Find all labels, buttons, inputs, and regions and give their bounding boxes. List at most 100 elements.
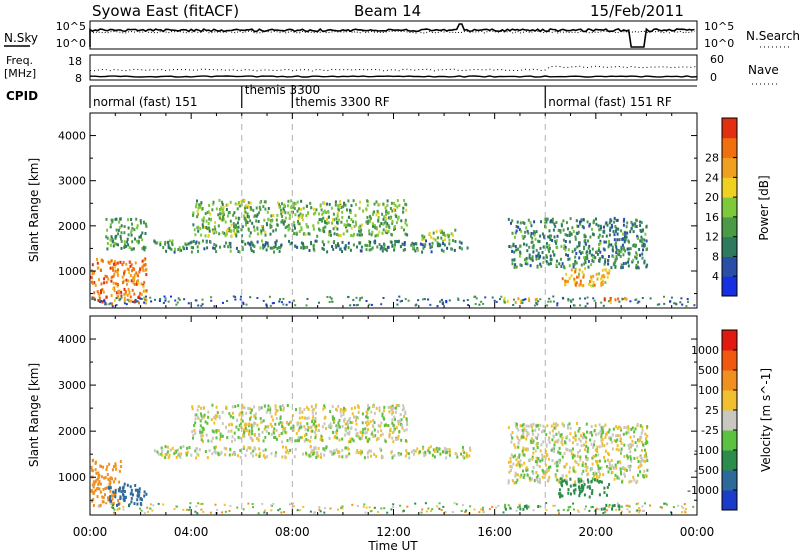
data-cell [559, 230, 562, 234]
data-cell [241, 419, 244, 423]
data-cell [557, 509, 560, 512]
data-cell [589, 280, 592, 283]
data-cell [613, 466, 616, 470]
data-cell [516, 422, 518, 426]
data-cell [245, 429, 248, 433]
data-cell [630, 479, 633, 483]
data-cell [500, 295, 503, 298]
data-cell [249, 296, 252, 299]
data-cell [561, 436, 564, 440]
data-cell [372, 212, 374, 216]
data-cell [197, 225, 200, 229]
data-cell [175, 449, 178, 453]
data-cell [594, 256, 597, 260]
data-cell [243, 423, 246, 427]
data-cell [303, 439, 306, 443]
data-cell [624, 468, 627, 472]
data-cell [137, 296, 140, 299]
data-cell [358, 229, 361, 233]
data-cell [445, 456, 448, 460]
data-cell [539, 234, 542, 238]
data-cell [314, 417, 317, 420]
data-cell [367, 422, 370, 426]
data-cell [325, 427, 327, 431]
data-cell [312, 207, 315, 211]
data-cell [563, 266, 566, 270]
data-cell [576, 245, 579, 249]
data-cell [281, 431, 284, 435]
data-cell [92, 485, 95, 489]
data-cell [464, 511, 467, 513]
data-cell [107, 477, 110, 481]
data-cell [343, 223, 346, 227]
data-cell [328, 301, 331, 303]
data-cell [105, 235, 108, 239]
data-cell [545, 502, 548, 505]
data-cell [261, 239, 263, 243]
data-cell [283, 511, 286, 513]
data-cell [130, 299, 133, 303]
data-cell [597, 453, 600, 457]
data-cell [114, 477, 117, 481]
data-cell [362, 505, 365, 508]
data-cell [552, 447, 555, 451]
data-cell [562, 424, 565, 428]
data-cell [400, 438, 403, 442]
data-cell [544, 471, 547, 475]
data-cell [382, 228, 385, 232]
data-cell [249, 219, 252, 223]
data-cell [404, 202, 407, 206]
data-cell [341, 240, 344, 244]
data-cell [348, 430, 351, 434]
data-cell [555, 221, 558, 224]
data-cell [499, 298, 501, 301]
data-cell [552, 422, 555, 426]
data-cell [137, 241, 140, 245]
data-cell [509, 460, 512, 464]
data-cell [579, 449, 581, 453]
data-cell [296, 209, 299, 213]
data-cell [413, 452, 415, 456]
data-cell [429, 246, 432, 250]
data-cell [264, 425, 267, 429]
data-cell [347, 241, 350, 245]
data-cell [408, 456, 411, 460]
data-cell [102, 290, 105, 294]
data-cell [196, 512, 199, 515]
data-cell [334, 200, 337, 204]
data-cell [556, 246, 559, 250]
data-cell [386, 249, 389, 253]
data-cell [495, 300, 498, 303]
data-cell [524, 448, 527, 452]
data-cell [240, 228, 243, 232]
data-cell [194, 205, 197, 209]
data-cell [608, 243, 611, 247]
data-cell [314, 411, 317, 415]
data-cell [280, 212, 283, 216]
data-cell [507, 479, 510, 483]
data-cell [558, 461, 561, 464]
data-cell [369, 510, 372, 513]
data-cell [165, 249, 168, 253]
data-cell [257, 427, 260, 431]
data-cell [616, 460, 619, 464]
data-cell [122, 505, 125, 508]
data-cell [248, 242, 251, 246]
data-cell [436, 241, 439, 245]
data-cell [613, 238, 616, 242]
data-cell [511, 231, 514, 235]
data-cell [346, 454, 349, 458]
data-cell [519, 459, 522, 463]
data-cell [553, 426, 556, 430]
data-cell [352, 439, 355, 443]
data-cell [166, 450, 169, 454]
data-cell [622, 432, 625, 436]
data-cell [567, 426, 569, 430]
data-cell [230, 234, 233, 238]
data-cell [593, 474, 595, 478]
data-cell [328, 233, 331, 237]
data-cell [221, 422, 224, 426]
data-cell [247, 502, 250, 505]
data-cell [617, 297, 620, 301]
data-cell [578, 241, 580, 245]
